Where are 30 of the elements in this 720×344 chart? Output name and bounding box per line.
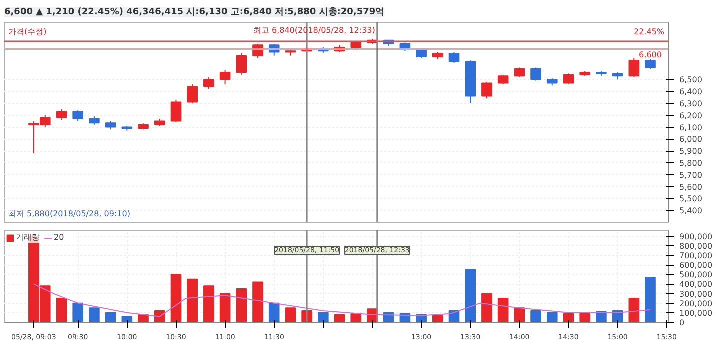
y-tick-label: 400,000 xyxy=(680,280,713,290)
annotation: 최저 5,880(2018/05/28, 09:10) xyxy=(8,210,130,218)
y-tick-label: 6,000 xyxy=(680,135,702,144)
y-tick-label: 5,500 xyxy=(680,194,702,204)
y-tick-label: 900,000 xyxy=(680,232,713,242)
y-tick-label: 5,800 xyxy=(680,158,702,168)
y-tick-label: 5,700 xyxy=(680,170,702,180)
chart-title: 6,600 ▲ 1,210 (22.45%) 46,346,415 시:6,130 고:6,840 저:5,880 시총:20,579억 xyxy=(4,8,385,18)
y-tick-label: 5,400 xyxy=(680,206,702,216)
legend-label: 20 xyxy=(54,233,66,242)
annotation: 최고 6,840(2018/05/28, 12:33) xyxy=(253,26,376,36)
y-tick-label: 500,000 xyxy=(680,270,713,280)
y-tick-label: 6,200 xyxy=(680,111,702,120)
y-tick-label: 6,100 xyxy=(680,123,702,132)
y-tick-label: 5,900 xyxy=(680,147,702,156)
y-tick-label: 6,300 xyxy=(680,99,702,108)
y-tick-label: 100,000 xyxy=(680,308,713,318)
y-tick-label: 600,000 xyxy=(680,261,713,270)
y-tick-label: 5,600 xyxy=(680,182,702,192)
y-tick-label: 6,500 xyxy=(680,76,702,85)
y-tick-label: 700,000 xyxy=(680,251,713,260)
annotation: 22.45% xyxy=(634,28,665,36)
y-tick-label: 300,000 xyxy=(680,290,713,299)
y-tick-label: 0 xyxy=(680,318,685,328)
y-tick-label: 200,000 xyxy=(680,299,713,308)
y-tick-label: 800,000 xyxy=(680,242,713,251)
annotation: 6,600 xyxy=(639,50,662,60)
legend-title: 가격(수정) xyxy=(8,28,47,36)
y-tick-label: 6,400 xyxy=(680,88,702,97)
legend-label: 거래량 xyxy=(16,232,40,243)
